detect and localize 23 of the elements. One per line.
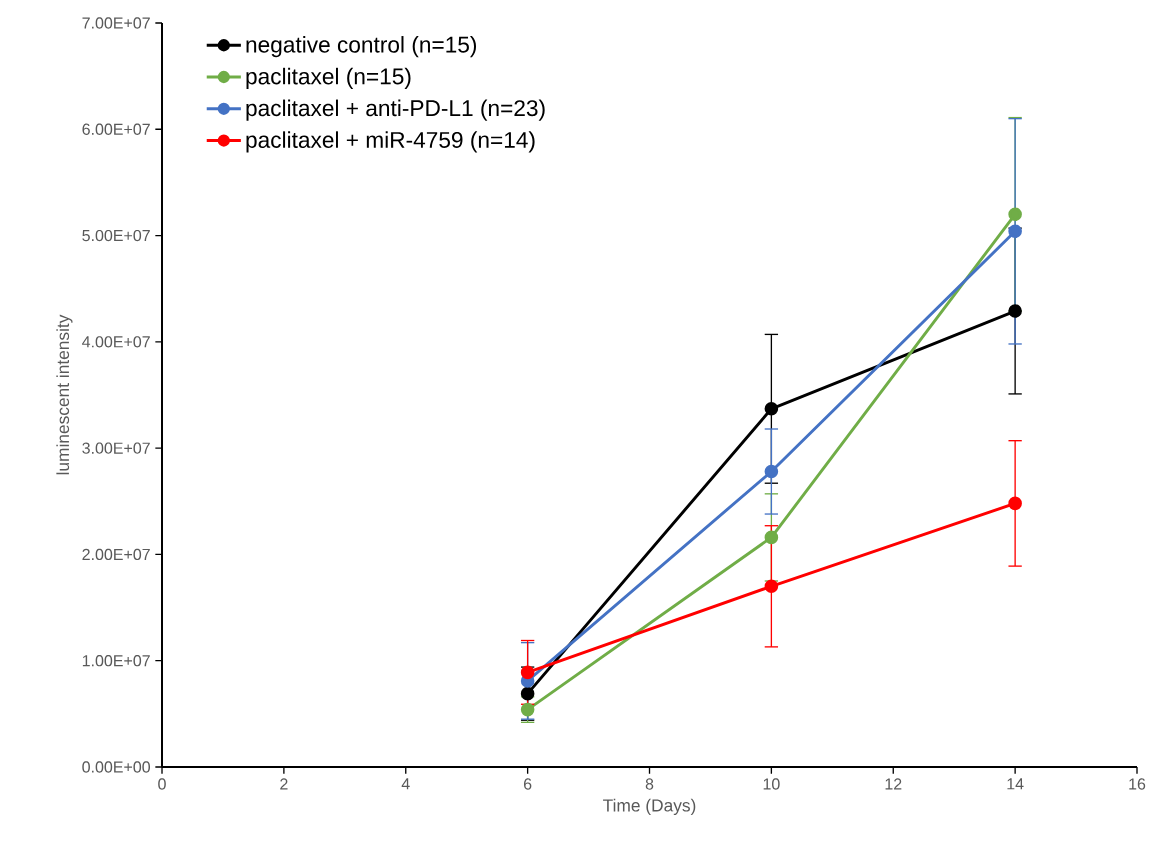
y-tick-label: 6.00E+07 — [82, 123, 150, 135]
x-tick-label: 6 — [524, 778, 532, 790]
y-tick-label: 3.00E+07 — [82, 442, 150, 454]
y-tick-label: 2.00E+07 — [82, 548, 150, 561]
x-tick-label: 4 — [401, 778, 410, 790]
legend-label: paclitaxel + anti-PD-L1 (n=23) — [246, 99, 545, 121]
y-axis-title: luminescent intensity — [56, 314, 73, 475]
y-tick-label: 4.00E+07 — [82, 336, 150, 348]
x-tick-label: 0 — [158, 778, 166, 790]
x-tick-label: 16 — [1129, 778, 1146, 790]
x-tick-label: 12 — [885, 778, 902, 790]
y-tick-label: 5.00E+07 — [82, 229, 150, 242]
y-tick-label: 7.00E+07 — [82, 17, 150, 29]
x-tick-label: 14 — [1007, 778, 1024, 790]
y-tick-label: 1.00E+07 — [82, 655, 150, 667]
x-tick-label: 8 — [645, 778, 654, 790]
x-tick-label: 10 — [763, 778, 780, 790]
legend-label: negative control (n=15) — [246, 36, 477, 58]
legend-label: paclitaxel (n=15) — [246, 67, 411, 89]
x-tick-label: 2 — [280, 778, 288, 790]
legend-label: paclitaxel + miR-4759 (n=14) — [246, 131, 535, 153]
y-tick-label: 0.00E+00 — [82, 761, 150, 773]
x-axis-title: Time (Days) — [603, 798, 696, 815]
